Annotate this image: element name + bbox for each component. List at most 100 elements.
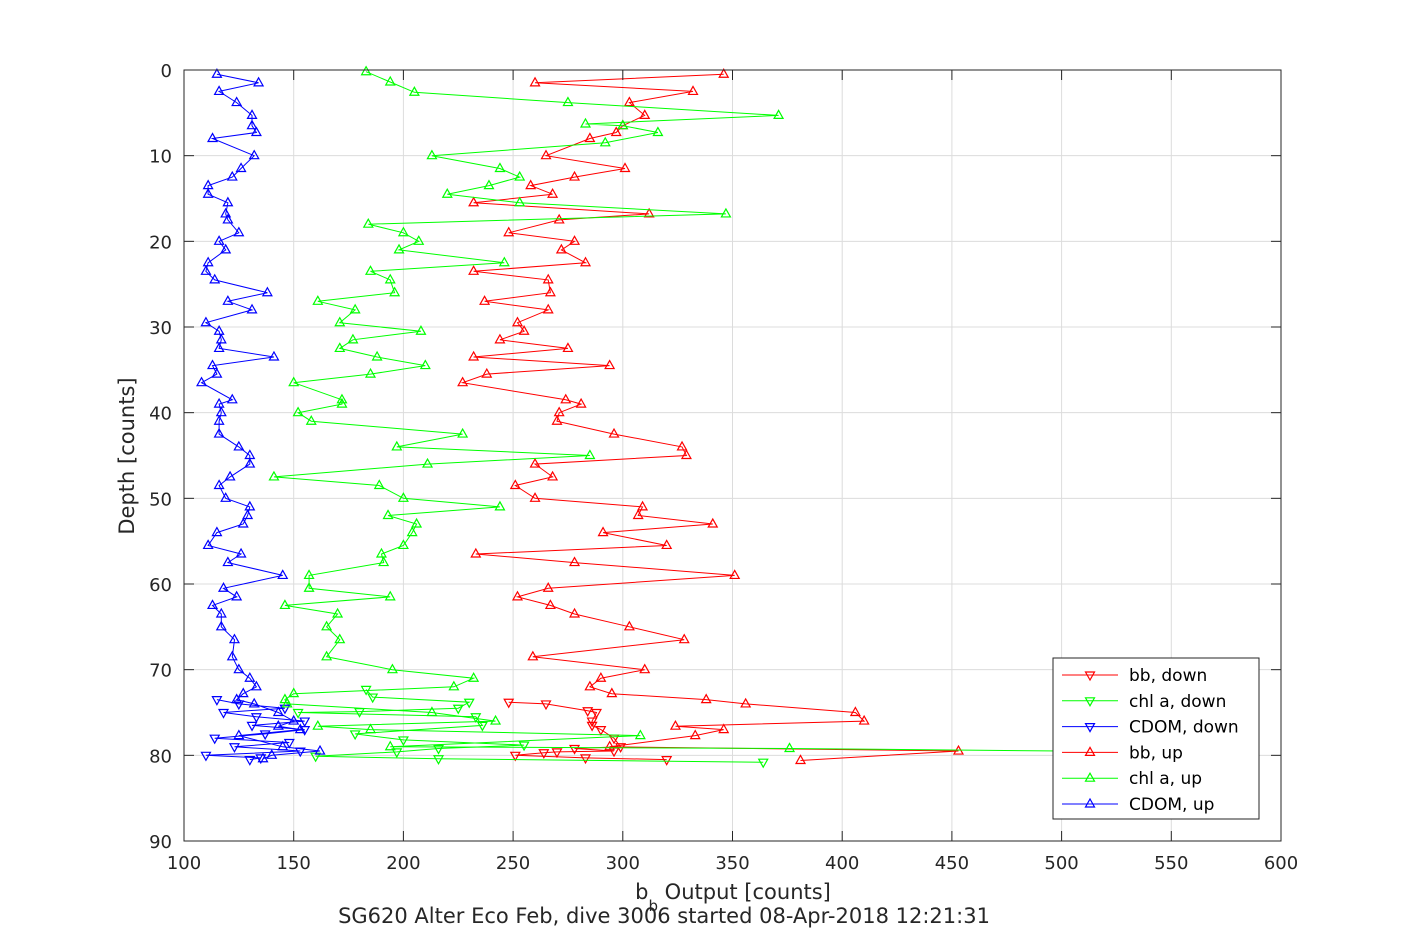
data-point	[757, 758, 769, 769]
data-point	[582, 707, 594, 718]
data-point	[384, 740, 396, 751]
data-point	[375, 547, 387, 558]
data-point	[231, 590, 243, 601]
data-point	[391, 748, 403, 759]
data-point	[277, 740, 289, 751]
data-point	[562, 342, 574, 353]
x-tick-label: 450	[935, 853, 969, 874]
data-point	[441, 187, 453, 198]
data-point	[196, 376, 208, 387]
y-tick-label: 80	[149, 746, 172, 767]
data-point	[470, 547, 482, 558]
data-point	[676, 440, 688, 451]
data-point	[211, 68, 223, 78]
data-point	[490, 714, 502, 725]
data-point	[637, 500, 649, 511]
series-0	[503, 698, 673, 766]
data-point	[468, 672, 480, 682]
data-point	[250, 126, 262, 137]
data-point	[858, 714, 870, 725]
x-tick-label: 350	[715, 853, 749, 874]
data-point	[540, 700, 552, 711]
y-tick-label: 20	[149, 232, 172, 253]
data-point	[661, 756, 673, 766]
data-point	[215, 620, 227, 631]
data-point	[669, 719, 681, 730]
series-line	[460, 73, 959, 761]
data-point	[294, 723, 306, 734]
data-point	[476, 721, 488, 732]
data-point	[233, 226, 245, 237]
x-axis-label: bb Output [counts]	[635, 880, 831, 915]
data-point	[597, 526, 609, 537]
legend: bb, down chl a, down CDOM, down bb, up chl a…	[1052, 657, 1260, 820]
data-point	[784, 742, 796, 753]
data-point	[569, 607, 581, 618]
data-point	[595, 672, 607, 682]
x-tick-label: 300	[606, 853, 640, 874]
data-point	[514, 196, 526, 207]
data-point	[246, 303, 258, 314]
data-point	[610, 126, 622, 137]
data-point	[623, 620, 635, 631]
data-point	[237, 517, 249, 528]
data-point	[579, 117, 592, 128]
data-point	[509, 479, 521, 490]
legend-label: bb, down	[1129, 666, 1207, 686]
data-point	[468, 350, 480, 361]
x-tick-label: 250	[496, 853, 530, 874]
data-point	[371, 350, 383, 361]
data-point	[606, 687, 618, 698]
y-tick-label: 50	[149, 489, 172, 510]
series-line	[298, 689, 764, 763]
data-point	[288, 376, 300, 387]
data-point	[569, 170, 581, 181]
data-point	[608, 427, 620, 438]
data-point	[334, 342, 346, 353]
data-point	[590, 708, 602, 719]
data-point	[213, 479, 225, 490]
data-point	[364, 367, 377, 378]
data-point	[253, 76, 265, 87]
data-point	[279, 599, 291, 610]
data-point	[639, 663, 651, 674]
data-point	[562, 96, 574, 107]
data-point	[364, 265, 377, 275]
data-point	[303, 569, 315, 580]
data-point	[419, 359, 431, 370]
data-point	[347, 333, 359, 344]
data-point	[542, 582, 554, 592]
data-point	[384, 75, 396, 86]
data-point	[268, 470, 280, 481]
series-4	[268, 65, 1068, 755]
data-point	[595, 726, 607, 736]
data-point	[211, 367, 223, 378]
data-point	[215, 333, 227, 344]
data-point	[244, 457, 256, 468]
data-point	[518, 325, 530, 335]
data-point	[639, 109, 651, 120]
data-point	[432, 755, 445, 765]
data-point	[494, 333, 506, 344]
data-point	[511, 590, 524, 601]
x-axis-label-subscript: b	[648, 897, 658, 915]
data-point	[202, 539, 214, 550]
data-point	[707, 517, 719, 528]
data-point	[678, 633, 690, 644]
data-point	[226, 650, 238, 661]
series-1	[292, 685, 769, 769]
data-point	[360, 65, 372, 76]
data-point	[579, 256, 592, 267]
data-point	[261, 286, 273, 297]
data-point	[529, 457, 541, 468]
data-point	[299, 726, 311, 736]
legend-marker	[1084, 771, 1096, 782]
data-point	[584, 680, 596, 691]
data-point	[222, 196, 234, 207]
data-point	[378, 556, 390, 567]
data-point	[272, 719, 284, 730]
data-point	[794, 754, 807, 765]
data-point	[226, 170, 238, 181]
legend-box	[1052, 657, 1260, 820]
